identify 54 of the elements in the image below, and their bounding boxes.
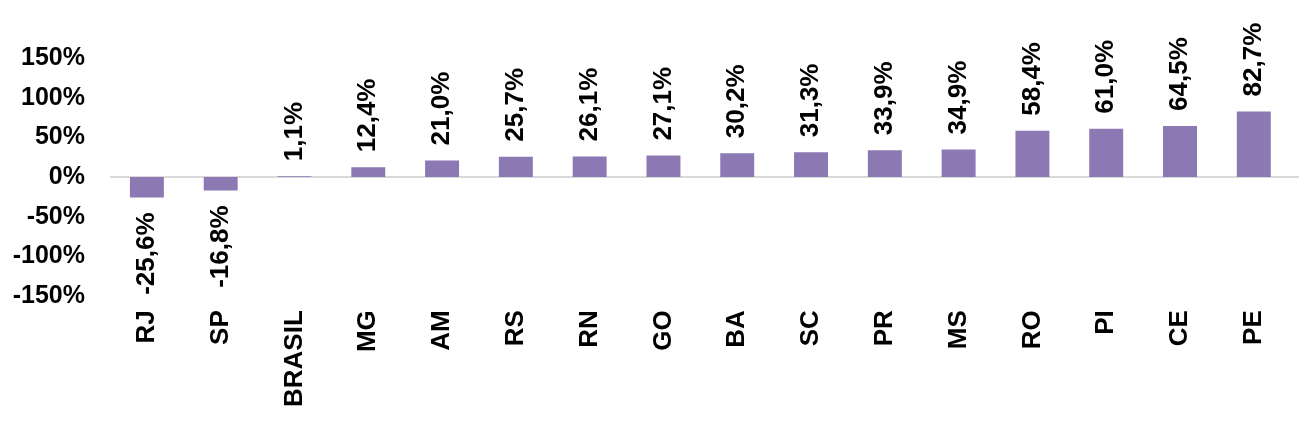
x-tick-label: SC [794,310,825,347]
x-tick-label: RS [499,310,530,347]
data-label: 12,4% [351,78,382,153]
data-label: 27,1% [646,66,677,141]
bar [720,153,755,178]
y-tick-label: 50% [34,121,85,150]
bar [1163,125,1197,178]
x-tick-label: MG [351,310,382,353]
bar [1089,128,1124,178]
x-tick-label: AM [425,310,456,351]
x-tick-label: GO [646,310,677,351]
y-tick-label: 0% [48,161,85,189]
data-label: 31,3% [794,63,825,138]
x-tick-label: SP [203,310,234,345]
data-label: 58,4% [1015,42,1046,116]
x-tick-label: PI [1089,310,1120,335]
bar [129,177,164,198]
x-tick-label: RO [1015,310,1046,350]
bar [794,152,829,178]
data-label: 26,1% [572,67,603,142]
data-label: 1,1% [277,101,308,162]
data-label: 25,7% [499,67,530,142]
x-tick-label: PR [868,310,898,347]
data-label: -25,6% [130,212,161,295]
y-tick-label: 100% [21,81,85,110]
x-tick-label: MS [941,310,972,350]
y-tick-label: -50% [26,200,85,229]
bar [498,156,533,178]
data-label: 33,9% [868,61,898,136]
bar [351,167,386,178]
bar [646,155,681,178]
x-tick-label: PE [1236,310,1267,345]
x-tick-label: BRASIL [277,310,308,407]
data-label: 82,7% [1236,22,1267,97]
y-tick-label: -100% [12,240,85,269]
y-tick-label: -150% [12,280,85,309]
bar [425,160,460,178]
bar [572,156,607,178]
bar [1236,111,1271,178]
bar [941,149,976,178]
data-label: 61,0% [1089,39,1120,114]
bar [203,177,238,191]
data-label: 21,0% [425,71,456,146]
data-label: 64,5% [1163,37,1194,111]
data-label: 34,9% [941,60,972,135]
bar [1015,130,1050,178]
data-label: -16,8% [203,205,234,288]
y-tick-label: 150% [21,41,85,70]
data-label: 30,2% [720,64,751,139]
x-tick-label: RN [572,310,603,348]
x-tick-label: BA [720,310,751,348]
x-tick-label: CE [1163,310,1194,347]
bar [867,150,902,178]
x-tick-label: RJ [130,310,161,344]
